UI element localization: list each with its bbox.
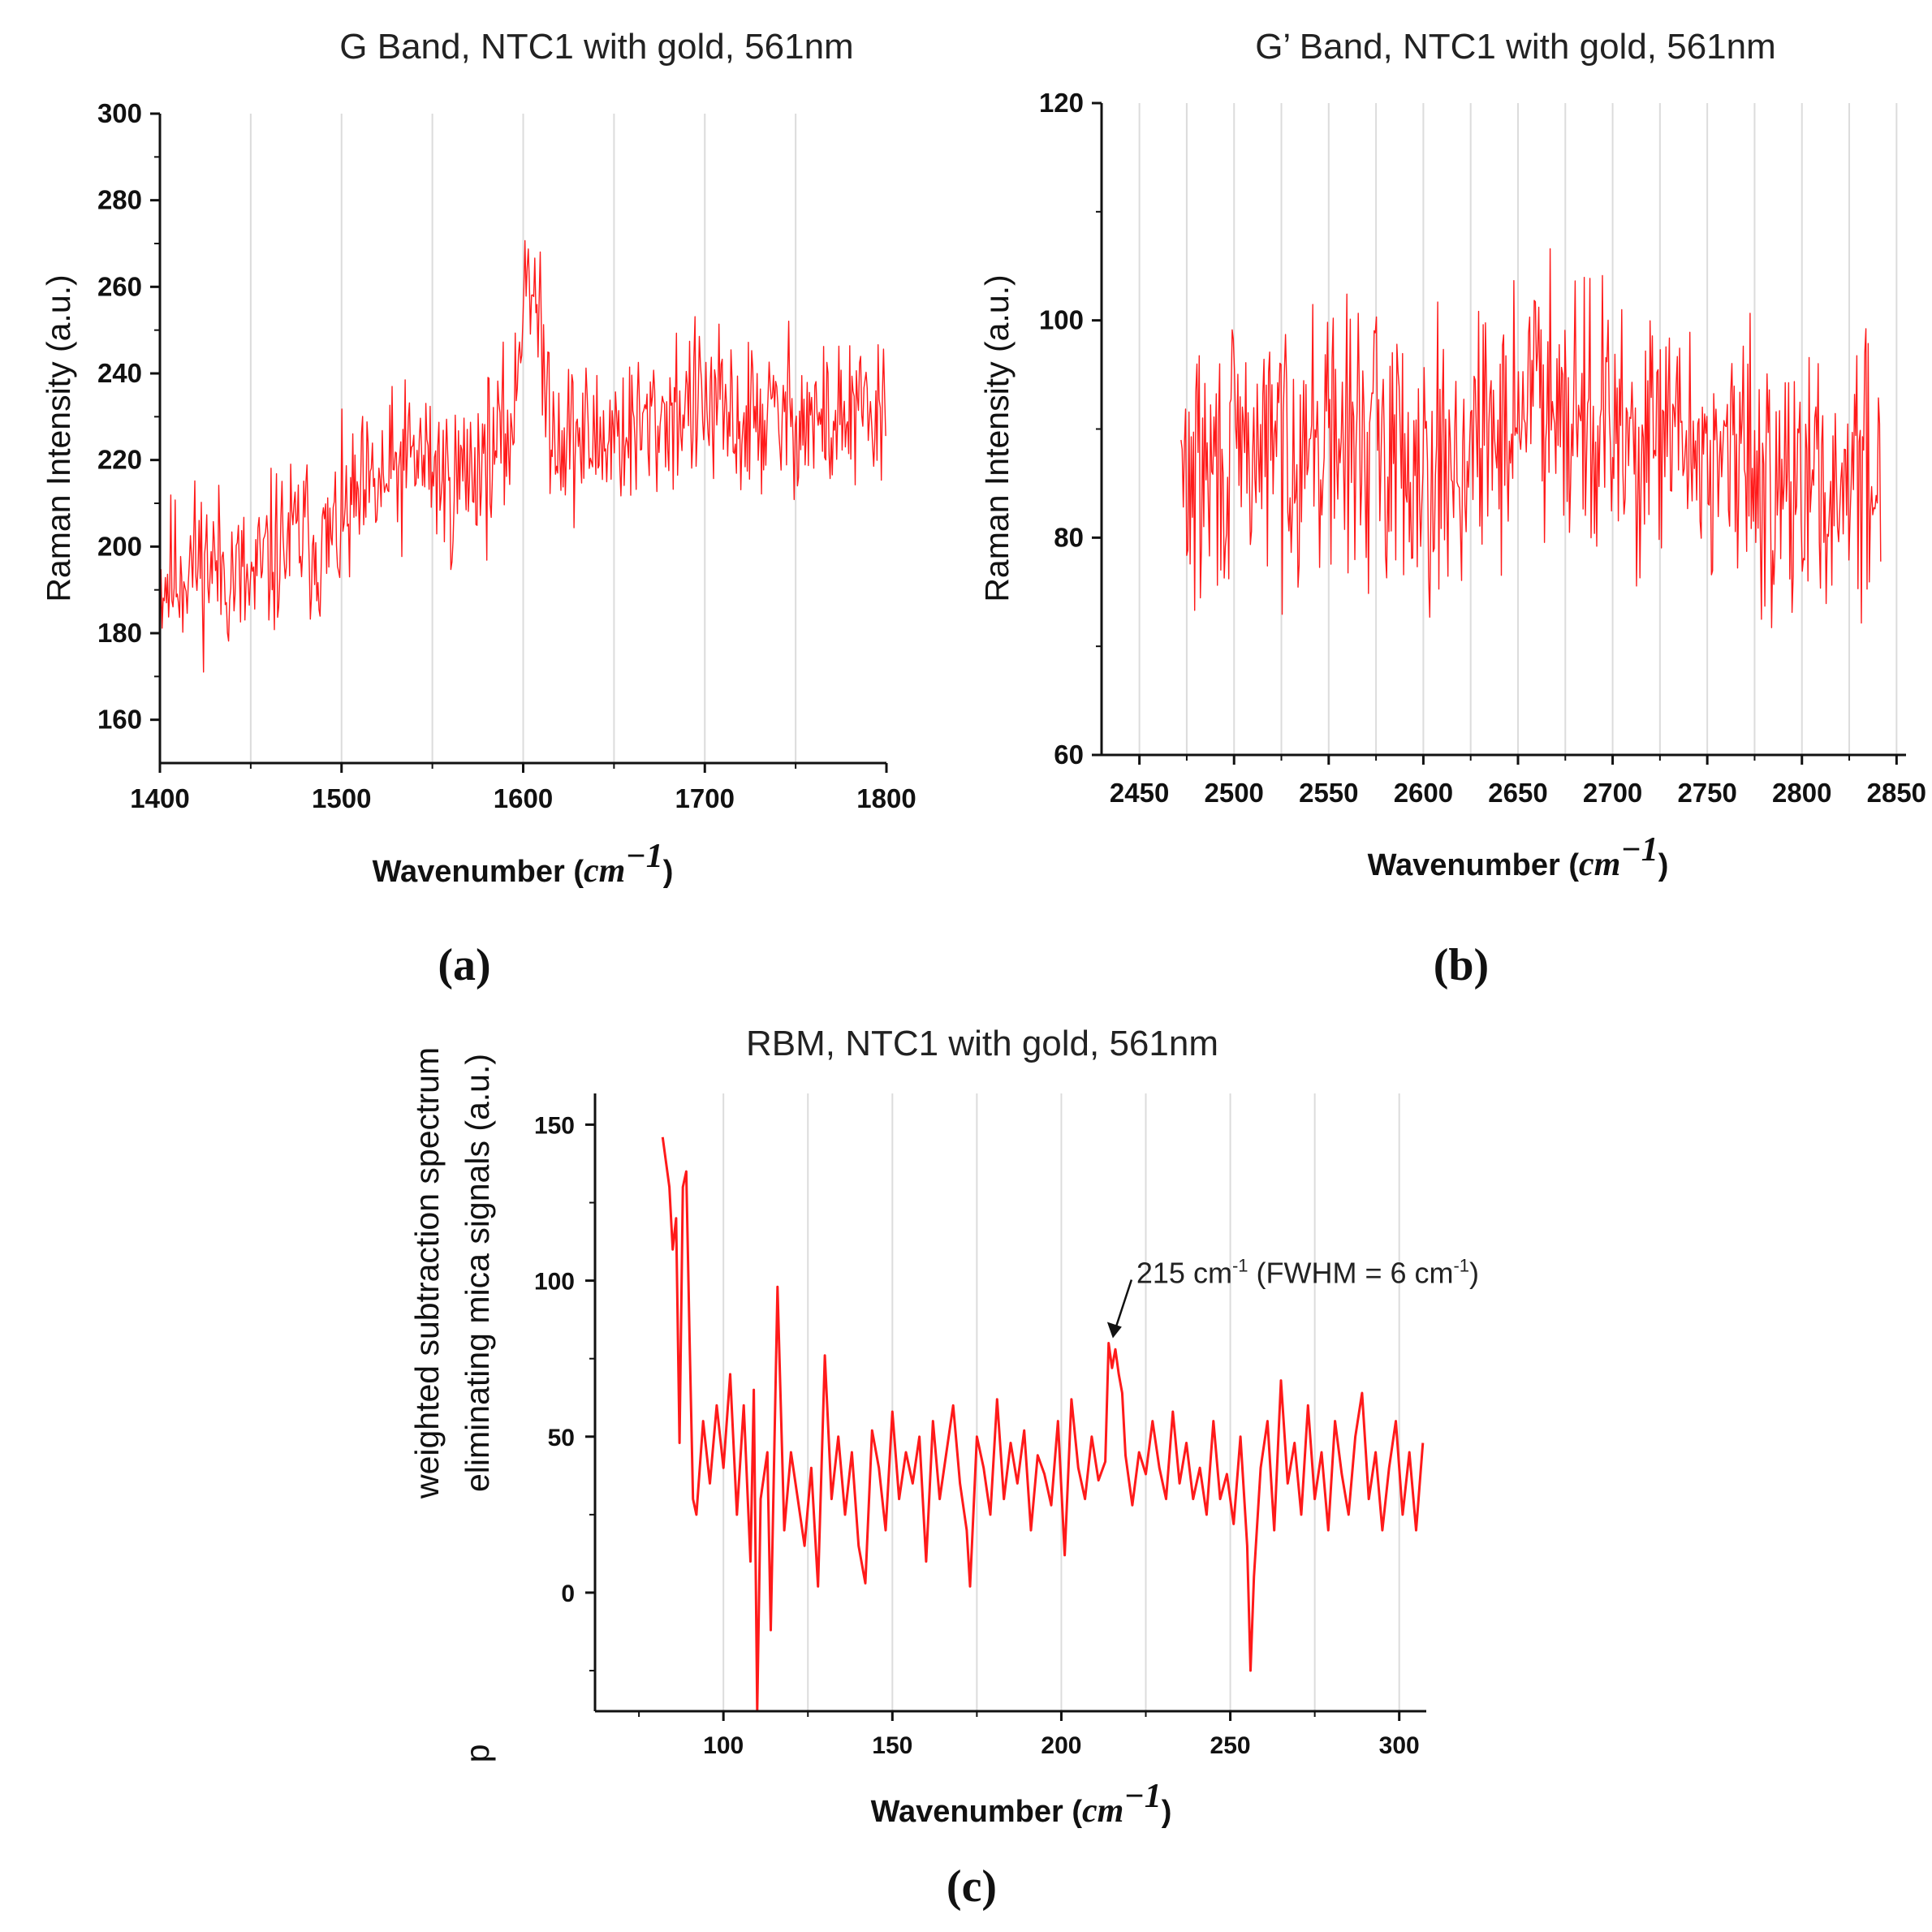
- chart-c-gridlines: [722, 1093, 1400, 1711]
- chart-c-y-axis-label-line1: weighted subtraction spectrum: [408, 1047, 446, 1499]
- x-tick-label: 1800: [856, 783, 916, 813]
- chart-b-x-ticks: 2450 2500 2550 2600 2650 2700 2750 2800 2850: [1110, 755, 1926, 808]
- chart-a-y-ticks: 160 180 200 220 240 260 280 300: [97, 98, 160, 735]
- y-tick-label: 120: [1039, 88, 1084, 118]
- x-tick-label: 2800: [1772, 778, 1831, 808]
- y-tick-label: 180: [97, 618, 142, 648]
- panel-label-c: (c): [947, 1861, 997, 1912]
- y-tick-label: 50: [548, 1425, 575, 1451]
- x-tick-label: 2700: [1583, 778, 1642, 808]
- x-tick-label: 1600: [494, 783, 553, 813]
- annot-part3: ): [1469, 1256, 1479, 1289]
- chart-a-series-line: [159, 239, 886, 673]
- x-tick-label: 2750: [1677, 778, 1736, 808]
- x-tick-label: 2650: [1488, 778, 1547, 808]
- x-tick-label: 1400: [130, 783, 189, 813]
- chart-b-x-axis-label-text: Wavenumber: [1368, 848, 1560, 882]
- x-tick-label: 2600: [1394, 778, 1453, 808]
- annot-sup1: -1: [1232, 1255, 1248, 1275]
- chart-c-x-axis-unit-exponent: −1: [1123, 1778, 1161, 1815]
- y-tick-label: 60: [1054, 740, 1084, 770]
- chart-b-gridlines: [1138, 103, 1898, 755]
- x-tick-label: 1700: [675, 783, 735, 813]
- x-tick-label: 2850: [1867, 778, 1926, 808]
- chart-b-y-ticks: 60 80 100 120: [1039, 88, 1102, 770]
- y-tick-label: 150: [534, 1112, 575, 1139]
- chart-c-series-line: [661, 1136, 1425, 1713]
- x-tick-label: 2500: [1205, 778, 1264, 808]
- chart-a: G Band, NTC1 with gold, 561nm 1400 1500 16…: [40, 27, 916, 990]
- y-tick-label: 280: [97, 185, 142, 215]
- y-tick-label: 300: [97, 98, 142, 128]
- x-tick-label: 200: [1041, 1732, 1081, 1759]
- x-tick-label: 250: [1210, 1732, 1251, 1759]
- chart-c-y-ticks: 0 50 100 150: [534, 1112, 595, 1672]
- chart-b-x-axis-label: Wavenumber (cm−1): [1368, 831, 1669, 883]
- chart-c-y-axis-label-fragment: p: [459, 1744, 496, 1763]
- chart-b-y-axis-label: Raman Intensity (a.u.): [978, 274, 1016, 602]
- panel-label-a: (a): [438, 940, 490, 990]
- y-tick-label: 200: [97, 531, 142, 561]
- annot-sup2: -1: [1453, 1255, 1469, 1275]
- annot-part2: (FWHM = 6 cm: [1248, 1256, 1454, 1289]
- x-tick-label: 1500: [312, 783, 371, 813]
- chart-a-title: G Band, NTC1 with gold, 561nm: [339, 27, 853, 67]
- chart-a-x-ticks: 1400 1500 1600 1700 1800: [130, 763, 916, 813]
- chart-c-x-ticks: 100 150 200 250 300: [638, 1711, 1420, 1759]
- chart-c-annotation-text: 215 cm-1 (FWHM = 6 cm-1): [1136, 1255, 1479, 1289]
- chart-c-x-axis-unit: cm: [1082, 1792, 1123, 1830]
- chart-c-x-axis-label-text: Wavenumber: [871, 1795, 1063, 1829]
- x-tick-label: 300: [1379, 1732, 1420, 1759]
- chart-a-y-axis-label: Raman Intensity (a.u.): [40, 274, 77, 602]
- chart-a-x-axis-unit-exponent: −1: [625, 838, 662, 875]
- chart-a-x-axis-label-text: Wavenumber: [373, 855, 565, 889]
- chart-c-y-axis-label-line2: eliminating mica signals (a.u.): [459, 1054, 496, 1492]
- chart-b-series-line: [1180, 248, 1882, 628]
- annot-part1: 215 cm: [1136, 1256, 1232, 1289]
- chart-b: G’ Band, NTC1 with gold, 561nm 2450 2500 2…: [978, 27, 1926, 990]
- chart-b-title: G’ Band, NTC1 with gold, 561nm: [1255, 27, 1776, 67]
- chart-a-x-axis-label: Wavenumber (cm−1): [373, 838, 674, 890]
- x-tick-label: 2550: [1299, 778, 1358, 808]
- chart-a-x-axis-unit: cm: [584, 852, 625, 890]
- y-tick-label: 100: [1039, 305, 1084, 335]
- chart-b-x-axis-unit: cm: [1579, 846, 1620, 883]
- y-tick-label: 240: [97, 358, 142, 388]
- panel-label-b: (b): [1434, 940, 1489, 990]
- x-tick-label: 100: [703, 1732, 744, 1759]
- chart-c: RBM, NTC1 with gold, 561nm 100 150 200 250 3…: [408, 1024, 1479, 1912]
- chart-c-x-axis-label: Wavenumber (cm−1): [871, 1778, 1172, 1830]
- y-tick-label: 160: [97, 705, 142, 735]
- x-tick-label: 2450: [1110, 778, 1169, 808]
- y-tick-label: 260: [97, 271, 142, 301]
- y-tick-label: 80: [1054, 522, 1084, 552]
- chart-b-x-axis-unit-exponent: −1: [1620, 831, 1658, 869]
- y-tick-label: 100: [534, 1269, 575, 1296]
- chart-c-annotation-arrowhead: [1106, 1322, 1122, 1339]
- chart-c-peak-annotation: 215 cm-1 (FWHM = 6 cm-1): [1106, 1255, 1479, 1339]
- chart-c-annotation-arrow: [1113, 1279, 1133, 1332]
- x-tick-label: 150: [872, 1732, 912, 1759]
- y-tick-label: 220: [97, 445, 142, 475]
- y-tick-label: 0: [561, 1581, 575, 1607]
- chart-c-title: RBM, NTC1 with gold, 561nm: [746, 1024, 1218, 1063]
